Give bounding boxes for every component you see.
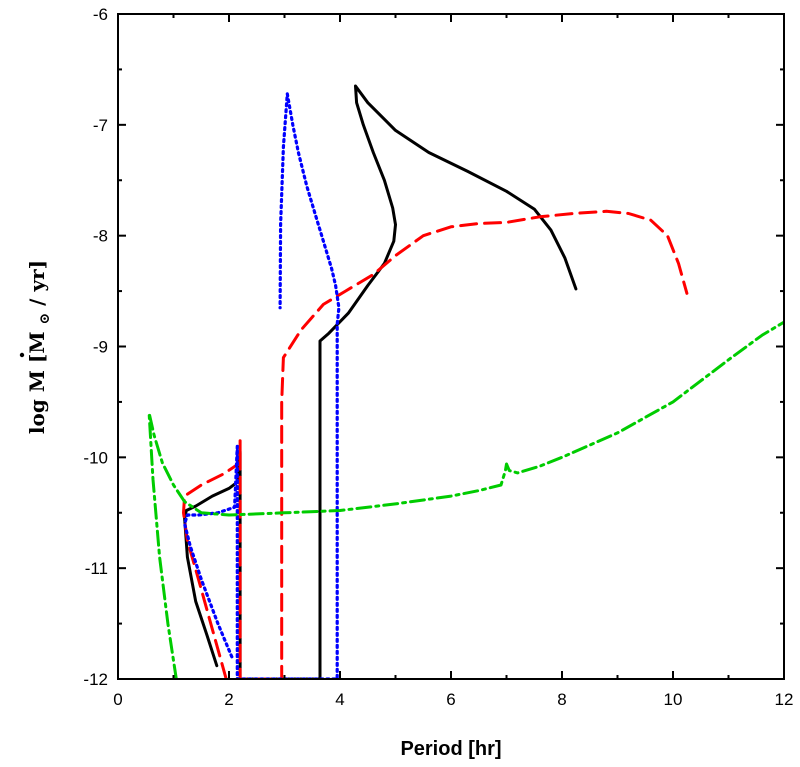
x-tick-label: 0	[113, 690, 122, 709]
series-line-1	[182, 209, 689, 679]
series-line-3	[147, 320, 784, 679]
y-tick-label: -9	[93, 338, 108, 357]
mdot-dot	[19, 352, 25, 358]
series-line-2	[183, 92, 341, 679]
y-axis-unit-sub: ⊙	[37, 313, 53, 325]
x-tick-label: 12	[775, 690, 794, 709]
y-tick-label: -10	[83, 448, 108, 467]
ticks-layer: 0 2 4 6 8 10 12 -12 -11 -10 -9 -8 -7 -6	[83, 5, 793, 709]
x-tick-label: 2	[224, 690, 233, 709]
plot-frame	[117, 13, 785, 680]
x-axis-title: Period [hr]	[400, 738, 501, 760]
y-tick-label: -11	[85, 559, 108, 578]
svg-text:log M: log M [M ⊙ / yr]	[25, 260, 54, 434]
y-axis-symbol: M	[25, 370, 49, 392]
y-axis-unit-open: [M	[25, 331, 49, 363]
x-tick-label: 8	[557, 690, 566, 709]
series-layer	[147, 84, 784, 679]
y-tick-label: -8	[93, 227, 108, 246]
series-line-0	[183, 84, 578, 679]
y-tick-label: -12	[83, 670, 108, 689]
x-tick-label: 10	[664, 690, 683, 709]
x-tick-label: 4	[335, 690, 344, 709]
x-tick-label: 6	[446, 690, 455, 709]
y-axis-prefix: log	[25, 399, 49, 434]
y-tick-label: -7	[93, 116, 108, 135]
y-axis-title: log M [M ⊙ / yr]	[19, 260, 54, 434]
y-axis-unit-close: / yr]	[25, 260, 49, 306]
y-tick-label: -6	[93, 5, 108, 24]
